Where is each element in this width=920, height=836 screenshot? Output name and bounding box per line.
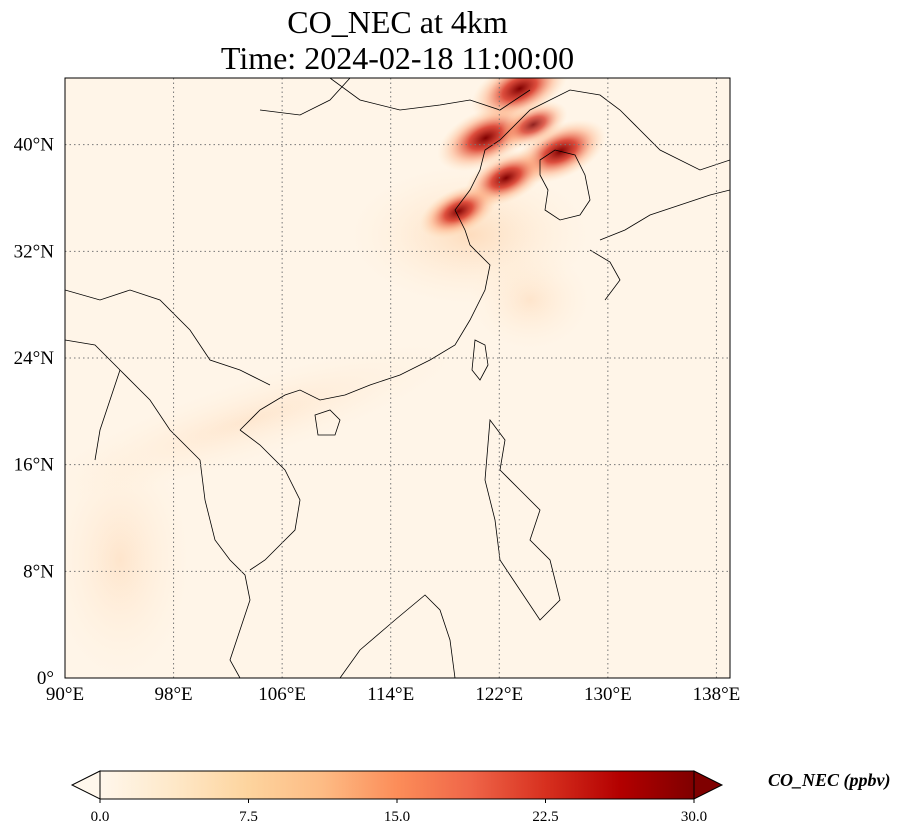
gridlines [65, 78, 730, 678]
lon-axis: 90°E 98°E 106°E 114°E 122°E 130°E 138°E [46, 684, 740, 705]
taiwan-outline [471, 339, 489, 381]
colorbar-extend-low [70, 770, 101, 800]
lon-tick-label: 98°E [154, 684, 192, 705]
lat-tick-label: 24°N [14, 348, 55, 369]
co-hotspot [419, 184, 498, 239]
colorbar-tick-label: 30.0 [681, 809, 707, 825]
hainan-outline [314, 409, 341, 436]
colorbar-tick-label: 0.0 [91, 809, 110, 825]
lon-tick-label: 114°E [367, 684, 414, 705]
plume-band [65, 440, 190, 678]
lon-tick-label: 138°E [693, 684, 741, 705]
inland-border [65, 289, 271, 501]
colorbar-body [99, 770, 695, 800]
plot-frame [64, 77, 731, 679]
indochina-coast [204, 429, 301, 678]
colorbar: 0.0 7.5 15.0 22.5 30.0 [70, 770, 724, 825]
lat-axis: 0° 8°N 16°N 24°N 32°N 40°N [14, 135, 55, 689]
colorbar-tick-label: 15.0 [384, 809, 410, 825]
colorbar-tick-label: 7.5 [239, 809, 258, 825]
russia-border [259, 78, 531, 116]
lat-tick-label: 32°N [14, 241, 55, 262]
lat-tick-label: 8°N [23, 561, 54, 582]
coastlines [65, 78, 730, 678]
map-title: CO_NEC at 4km [287, 4, 508, 40]
lon-tick-label: 90°E [46, 684, 84, 705]
lon-tick-label: 122°E [475, 684, 523, 705]
lon-tick-label: 130°E [584, 684, 632, 705]
map-subtitle-time: Time: 2024-02-18 11:00:00 [220, 40, 575, 76]
co-hotspot [498, 101, 568, 149]
colorbar-label: CO_NEC (ppbv) [768, 770, 891, 790]
lon-tick-label: 106°E [258, 684, 306, 705]
korea-outline [539, 149, 591, 221]
plume-layer [65, 78, 607, 678]
lat-tick-label: 0° [37, 668, 54, 689]
china-coastline [239, 89, 730, 431]
japan-outline [589, 189, 730, 301]
borneo-outline [339, 594, 456, 678]
colorbar-extend-high [693, 770, 724, 800]
colorbar-tick-label: 22.5 [532, 809, 558, 825]
philippines-outline [484, 418, 561, 621]
plume-band [470, 250, 590, 350]
lat-tick-label: 16°N [14, 455, 55, 476]
lat-tick-label: 40°N [14, 135, 55, 156]
